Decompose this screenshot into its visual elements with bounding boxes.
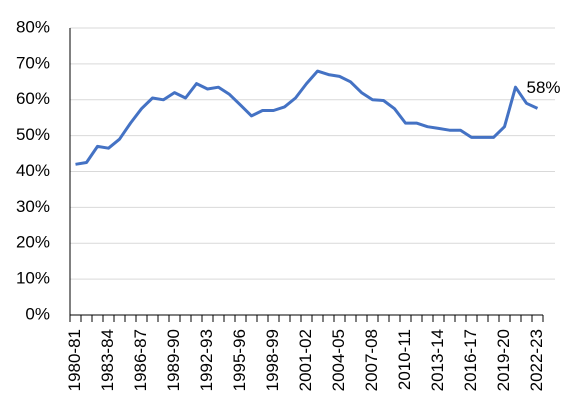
x-tick-label: 2004-05: [329, 329, 348, 391]
y-tick-label: 0%: [25, 304, 50, 323]
y-tick-label: 10%: [16, 269, 50, 288]
x-tick-label: 2010-11: [395, 329, 414, 390]
x-tick-label: 1980-81: [65, 329, 84, 391]
x-tick-label: 2007-08: [362, 329, 381, 391]
y-tick-label: 30%: [16, 197, 50, 216]
x-tick-label: 1986-87: [131, 329, 150, 391]
y-tick-label: 80%: [16, 17, 50, 36]
x-tick-label: 1989-90: [164, 329, 183, 391]
y-tick-label: 20%: [16, 233, 50, 252]
x-tick-label: 2022-23: [527, 329, 546, 391]
data-line: [75, 69, 539, 166]
x-tick-label: 2019-20: [494, 329, 513, 391]
y-tick-label: 60%: [16, 89, 50, 108]
x-tick-label: 1992-93: [197, 329, 216, 391]
x-tick-label: 1998-99: [263, 329, 282, 391]
y-tick-label: 50%: [16, 125, 50, 144]
x-tick-label: 2001-02: [296, 329, 315, 391]
y-tick-label: 70%: [16, 53, 50, 72]
data-label: 58%: [527, 78, 561, 97]
x-tick-label: 2013-14: [428, 329, 447, 391]
x-tick-label: 1995-96: [230, 329, 249, 391]
x-tick-label: 2016-17: [461, 329, 480, 391]
x-tick-label: 1983-84: [98, 329, 117, 391]
y-tick-label: 40%: [16, 161, 50, 180]
